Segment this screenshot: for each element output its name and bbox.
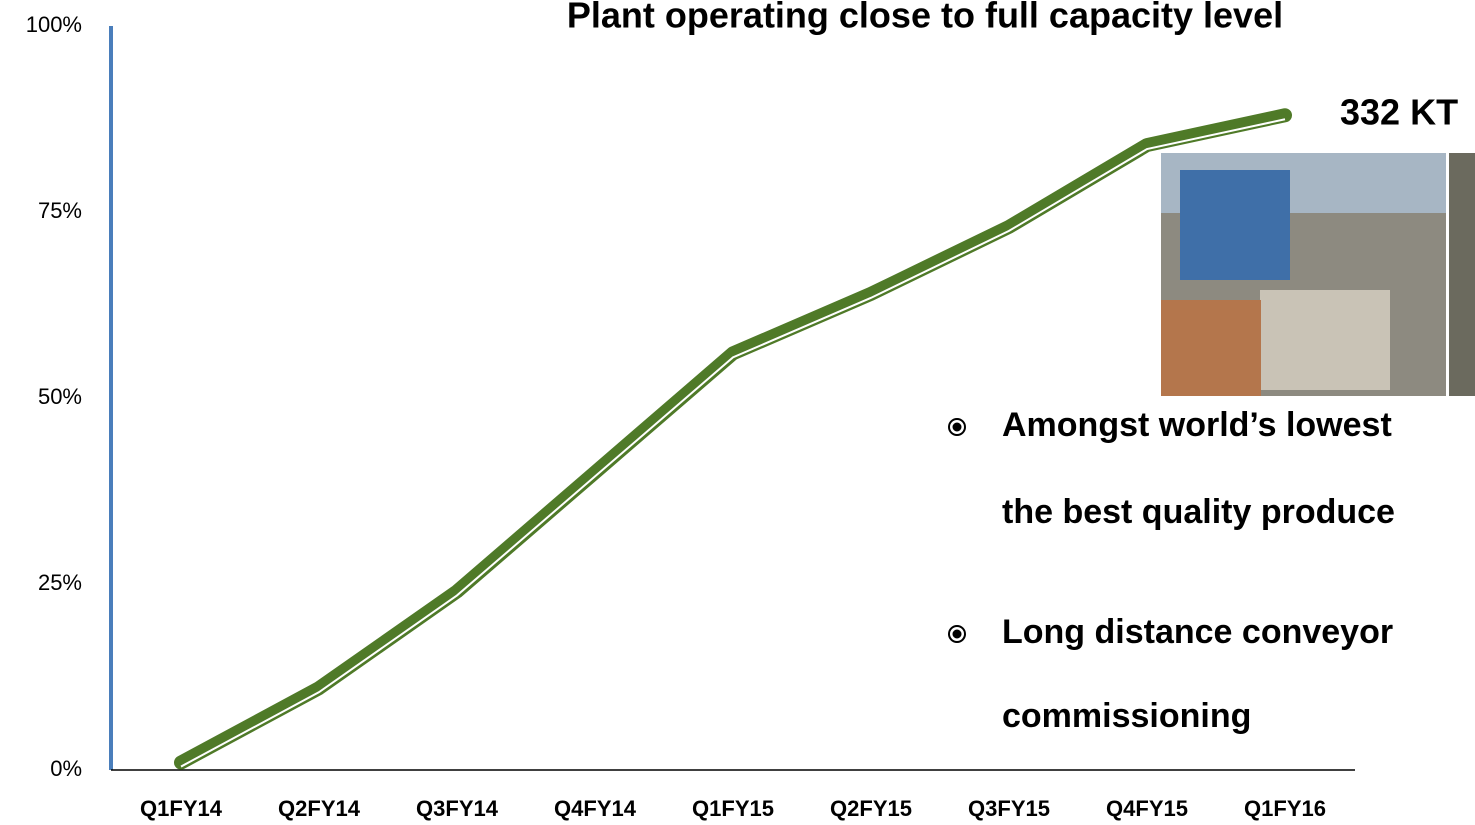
x-tick-label: Q3FY14 [416, 796, 499, 821]
y-tick-label: 50% [38, 384, 82, 409]
y-tick-label: 75% [38, 198, 82, 223]
x-tick-label: Q1FY14 [140, 796, 223, 821]
chart-title: Plant operating close to full capacity l… [567, 0, 1283, 36]
bullet-text: commissioning [1002, 697, 1251, 735]
x-tick-label: Q3FY15 [968, 796, 1050, 821]
x-tick-label: Q4FY14 [554, 796, 637, 821]
plant-photo [1161, 153, 1475, 396]
bullet-text: the best quality produce [1002, 493, 1395, 531]
x-tick-label: Q1FY15 [692, 796, 774, 821]
y-tick-label: 0% [50, 756, 82, 781]
x-tick-label: Q2FY15 [830, 796, 912, 821]
x-tick-label: Q1FY16 [1244, 796, 1326, 821]
line-highlight [180, 118, 1286, 768]
bullet-text: Amongst world’s lowest [1002, 406, 1392, 444]
end-label: 332 KT [1340, 92, 1458, 133]
y-tick-label: 25% [38, 570, 82, 595]
bullet-text: Long distance conveyor [1002, 613, 1393, 651]
x-tick-label: Q4FY15 [1106, 796, 1188, 821]
y-tick-label: 100% [26, 12, 82, 37]
bullet-markers [948, 418, 966, 643]
line-series [174, 108, 1292, 770]
x-tick-label: Q2FY14 [278, 796, 361, 821]
